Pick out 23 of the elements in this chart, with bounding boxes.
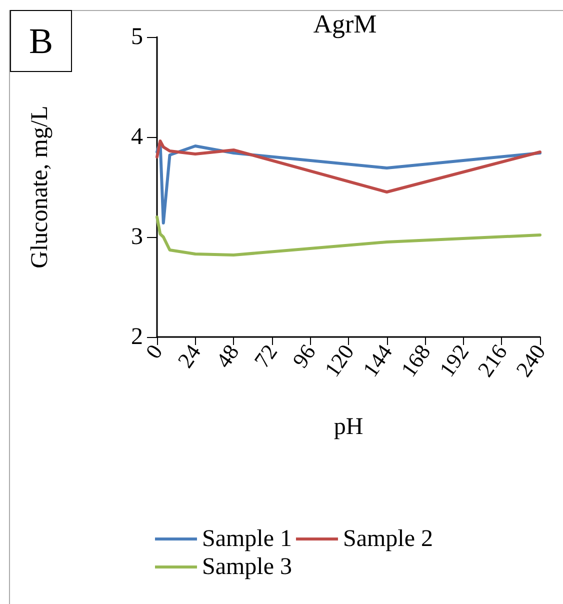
legend-label: Sample 1	[202, 526, 292, 552]
y-tick-label: 3	[131, 224, 143, 250]
legend-label: Sample 3	[202, 554, 292, 580]
x-tick-label: 240	[510, 340, 550, 382]
x-tick-label: 48	[210, 340, 244, 372]
text: B	[10, 10, 72, 72]
y-tick-label: 2	[131, 324, 143, 350]
chart-title: AgrM	[313, 10, 377, 38]
x-tick-label: 24	[172, 340, 206, 372]
line-series	[156, 140, 542, 194]
x-tick-label: 120	[319, 340, 359, 382]
x-tick-label: 96	[287, 340, 320, 372]
y-tick-label: 4	[131, 124, 143, 150]
legend-label: Sample 2	[342, 526, 433, 552]
y-tick-label: 5	[131, 24, 143, 50]
line-series	[156, 216, 542, 256]
y-axis-title: Gluconate, mg/L	[27, 106, 53, 268]
x-tick-label: 216	[472, 340, 512, 382]
x-tick-label: 72	[249, 340, 282, 372]
x-tick-label: 144	[358, 340, 398, 382]
x-tick-label: 192	[434, 340, 474, 382]
x-tick-label: 168	[396, 340, 436, 382]
x-axis-title: pH	[334, 414, 364, 440]
